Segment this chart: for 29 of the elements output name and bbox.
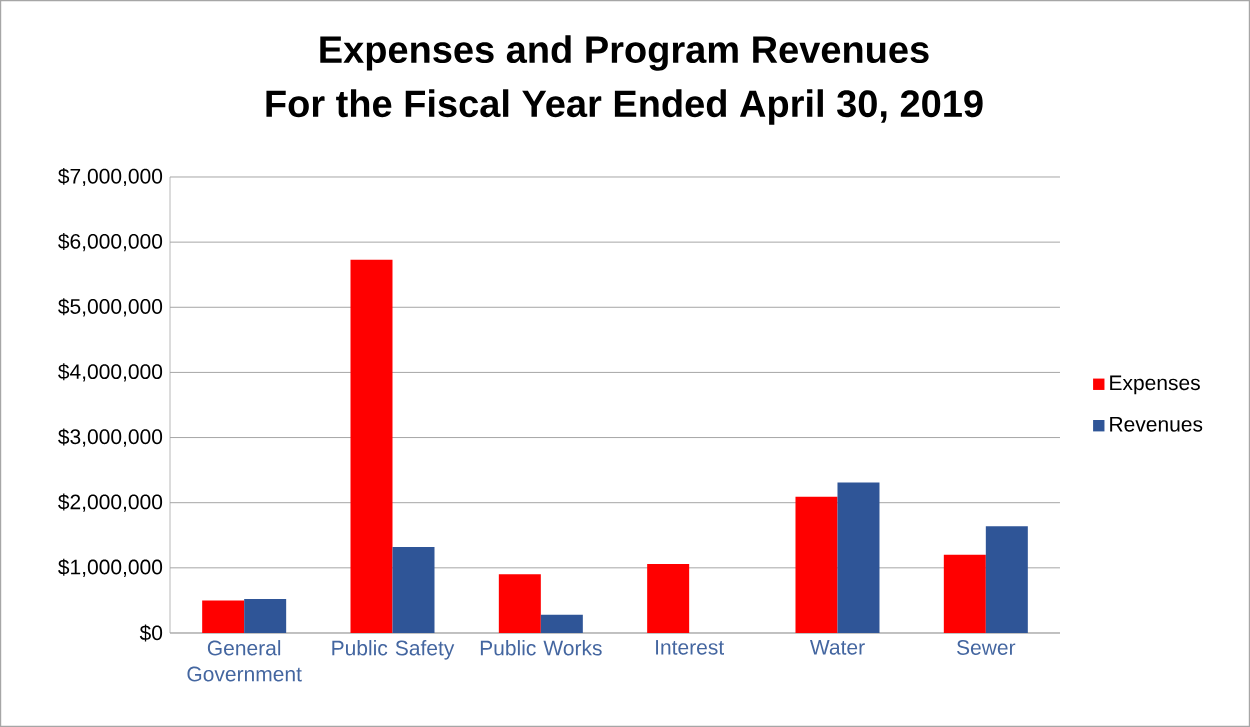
bar: [985, 526, 1028, 633]
bar: [943, 554, 986, 633]
x-tick-label: Water: [809, 640, 865, 655]
x-tick-label: Interest: [656, 640, 725, 655]
bar: [540, 614, 583, 633]
y-tick-label: $2,000,000: [58, 493, 163, 512]
bar: [795, 496, 838, 633]
bar: [244, 599, 287, 633]
bar: [647, 563, 690, 633]
y-tick-label: $4,000,000: [58, 363, 163, 382]
bar: [350, 259, 393, 633]
bar: [837, 482, 880, 633]
y-tick-label: $3,000,000: [58, 428, 163, 447]
y-tick-label: $6,000,000: [58, 233, 163, 252]
y-tick-label: $0: [139, 624, 163, 642]
x-tick-label: Public Works: [480, 640, 602, 656]
chart-title: Expenses and Program Revenues: [320, 35, 929, 71]
x-tick-label: Sewer: [957, 640, 1016, 655]
y-tick-label: $7,000,000: [58, 167, 163, 187]
legend-label: Revenues: [1110, 417, 1203, 432]
y-tick-label: $5,000,000: [58, 298, 163, 317]
x-tick-label: Public Safety: [332, 640, 455, 660]
bar: [202, 600, 245, 633]
chart-subtitle: For the Fiscal Year Ended April 30, 2019: [266, 89, 983, 125]
bar: [392, 547, 435, 633]
legend-label: Expenses: [1110, 375, 1200, 395]
bar: [498, 574, 541, 633]
x-tick-label: General Government: [187, 640, 302, 682]
y-tick-label: $1,000,000: [58, 558, 163, 577]
